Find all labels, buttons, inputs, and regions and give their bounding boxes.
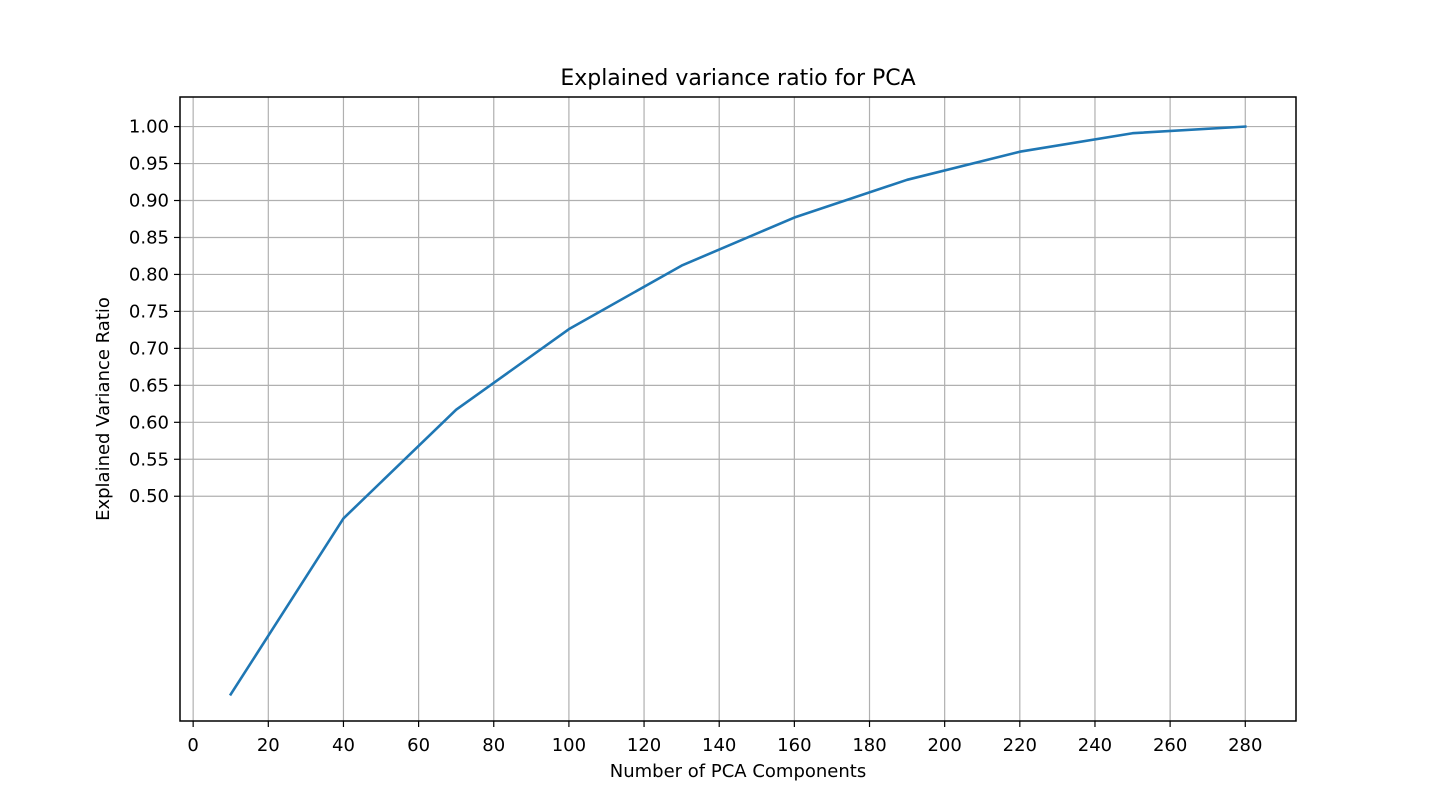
x-tick-label: 60	[407, 735, 430, 756]
y-tick-label: 0.70	[129, 338, 169, 359]
y-tick-label: 0.75	[129, 301, 169, 322]
x-axis: 0 20 40 60 80 100 120 140 160 180 200 220 240 260 280	[187, 721, 1262, 756]
y-axis: 0.50 0.55 0.60 0.65 0.70 0.75 0.80 0.85 0.90 0.95…	[129, 117, 180, 507]
y-tick-label: 0.95	[129, 154, 169, 175]
y-tick-label: 0.80	[129, 264, 169, 285]
x-tick-label: 140	[702, 735, 736, 756]
x-tick-label: 220	[1003, 735, 1037, 756]
x-tick-label: 0	[187, 735, 198, 756]
y-tick-label: 0.60	[129, 412, 169, 433]
x-tick-label: 280	[1228, 735, 1262, 756]
x-tick-label: 180	[852, 735, 886, 756]
y-tick-label: 0.55	[129, 449, 169, 470]
x-tick-label: 100	[552, 735, 586, 756]
x-tick-label: 80	[482, 735, 505, 756]
y-tick-label: 1.00	[129, 117, 169, 138]
y-tick-label: 0.85	[129, 227, 169, 248]
plot-frame	[179, 96, 1297, 722]
x-tick-label: 240	[1078, 735, 1112, 756]
y-axis-label: Explained Variance Ratio	[93, 297, 114, 521]
x-tick-label: 120	[627, 735, 661, 756]
grid-layer	[180, 97, 1296, 721]
x-tick-label: 20	[257, 735, 280, 756]
y-tick-label: 0.65	[129, 375, 169, 396]
y-tick-label: 0.50	[129, 486, 169, 507]
x-tick-label: 160	[777, 735, 811, 756]
series-layer	[228, 125, 1247, 697]
y-tick-label: 0.90	[129, 191, 169, 212]
x-axis-label: Number of PCA Components	[610, 761, 866, 782]
x-tick-label: 260	[1153, 735, 1187, 756]
x-tick-label: 200	[927, 735, 961, 756]
x-tick-label: 40	[332, 735, 355, 756]
chart-title: Explained variance ratio for PCA	[560, 66, 915, 91]
series-line	[228, 125, 1247, 697]
